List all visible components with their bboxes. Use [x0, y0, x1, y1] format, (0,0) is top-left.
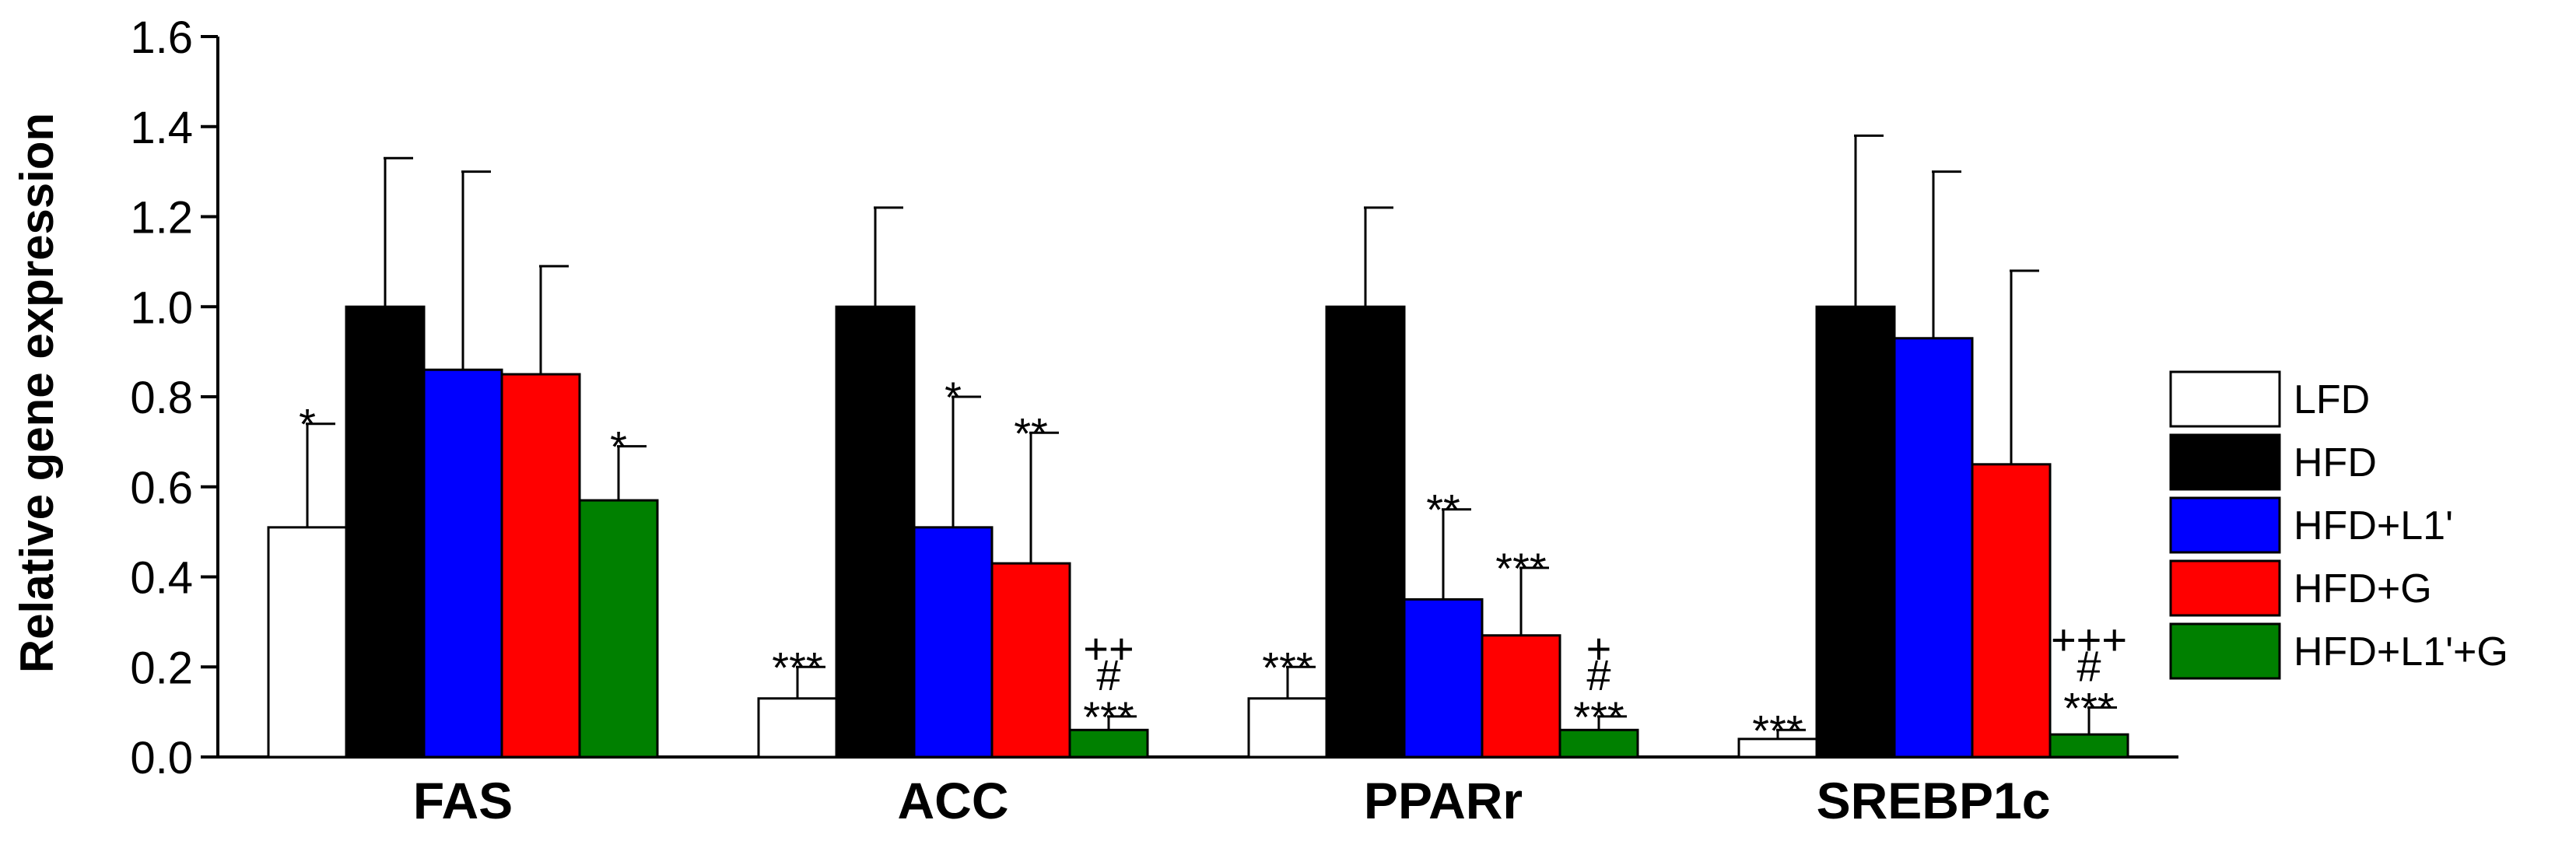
bar [1971, 463, 2052, 759]
significance-marker: ** [1014, 408, 1048, 457]
y-tick-label: 0.4 [130, 553, 193, 604]
y-axis-label: Relative gene expression [11, 113, 63, 673]
significance-marker: *** [772, 643, 822, 692]
bar [578, 499, 659, 759]
significance-marker: + [1586, 624, 1612, 673]
significance-marker: * [945, 373, 962, 422]
bar [1815, 305, 1896, 759]
significance-marker: +++ [2051, 615, 2127, 664]
bars [267, 134, 2129, 759]
bar [345, 305, 426, 759]
bar [1247, 697, 1328, 759]
significance-marker: *** [1573, 692, 1624, 741]
annotations: **** ******************#++***#+***#+++ [299, 373, 2127, 755]
legend-label: HFD+L1' [2294, 503, 2453, 548]
y-tick-label: 0.2 [130, 643, 193, 693]
y-tick-label: 1.0 [130, 282, 193, 333]
legend-swatch [2169, 433, 2281, 491]
bar [1893, 337, 1974, 759]
significance-marker: *** [1083, 692, 1134, 741]
legend-swatch [2169, 496, 2281, 554]
legend-label: LFD [2294, 377, 2370, 422]
y-tick-label: 0.0 [130, 733, 193, 783]
bar [757, 697, 838, 759]
axes: 0.0 0.2 0.4 0.6 0.8 1.0 1.2 1.4 1.6 FAS ACC PPARr SR… [130, 12, 2178, 829]
x-category-label: PPARr [1364, 772, 1523, 829]
legend-label: HFD+G [2294, 566, 2432, 611]
significance-marker: # [1096, 650, 1120, 699]
legend: LFD HFD HFD+L1' HFD+G HFD+L1'+G [2169, 370, 2508, 680]
x-category-label: ACC [898, 772, 1009, 829]
significance-marker: ** [1426, 485, 1460, 534]
y-tick-label: 1.4 [130, 103, 193, 153]
significance-marker: *** [1495, 544, 1546, 593]
bar [267, 526, 348, 759]
legend-label: HFD [2294, 440, 2377, 485]
y-tick-label: 1.6 [130, 12, 193, 63]
bar [1325, 305, 1406, 759]
significance-marker: *** [1752, 706, 1803, 755]
bar [2049, 733, 2129, 759]
y-tick-label: 1.2 [130, 193, 193, 244]
x-category-label: FAS [413, 772, 513, 829]
legend-label: HFD+L1'+G [2294, 629, 2508, 675]
significance-marker: * [299, 400, 316, 449]
bar [1481, 634, 1561, 759]
significance-marker: *** [1262, 643, 1313, 692]
bar [913, 526, 994, 759]
legend-swatch [2169, 559, 2281, 617]
y-tick-label: 0.6 [130, 463, 193, 513]
x-category-label: SREBP1c [1817, 772, 2051, 829]
bar [500, 373, 581, 759]
legend-swatch [2169, 370, 2281, 428]
significance-marker: ++ [1083, 624, 1134, 673]
bar [1558, 728, 1639, 759]
bar [990, 562, 1071, 759]
significance-marker: # [2077, 641, 2101, 690]
bar [422, 368, 503, 759]
bar [835, 305, 916, 759]
significance-marker: # [1586, 650, 1610, 699]
bar [1403, 597, 1484, 759]
significance-marker: *** [2063, 683, 2114, 732]
y-tick-label: 0.8 [130, 373, 193, 423]
significance-marker: * [610, 422, 627, 471]
legend-swatch [2169, 622, 2281, 680]
